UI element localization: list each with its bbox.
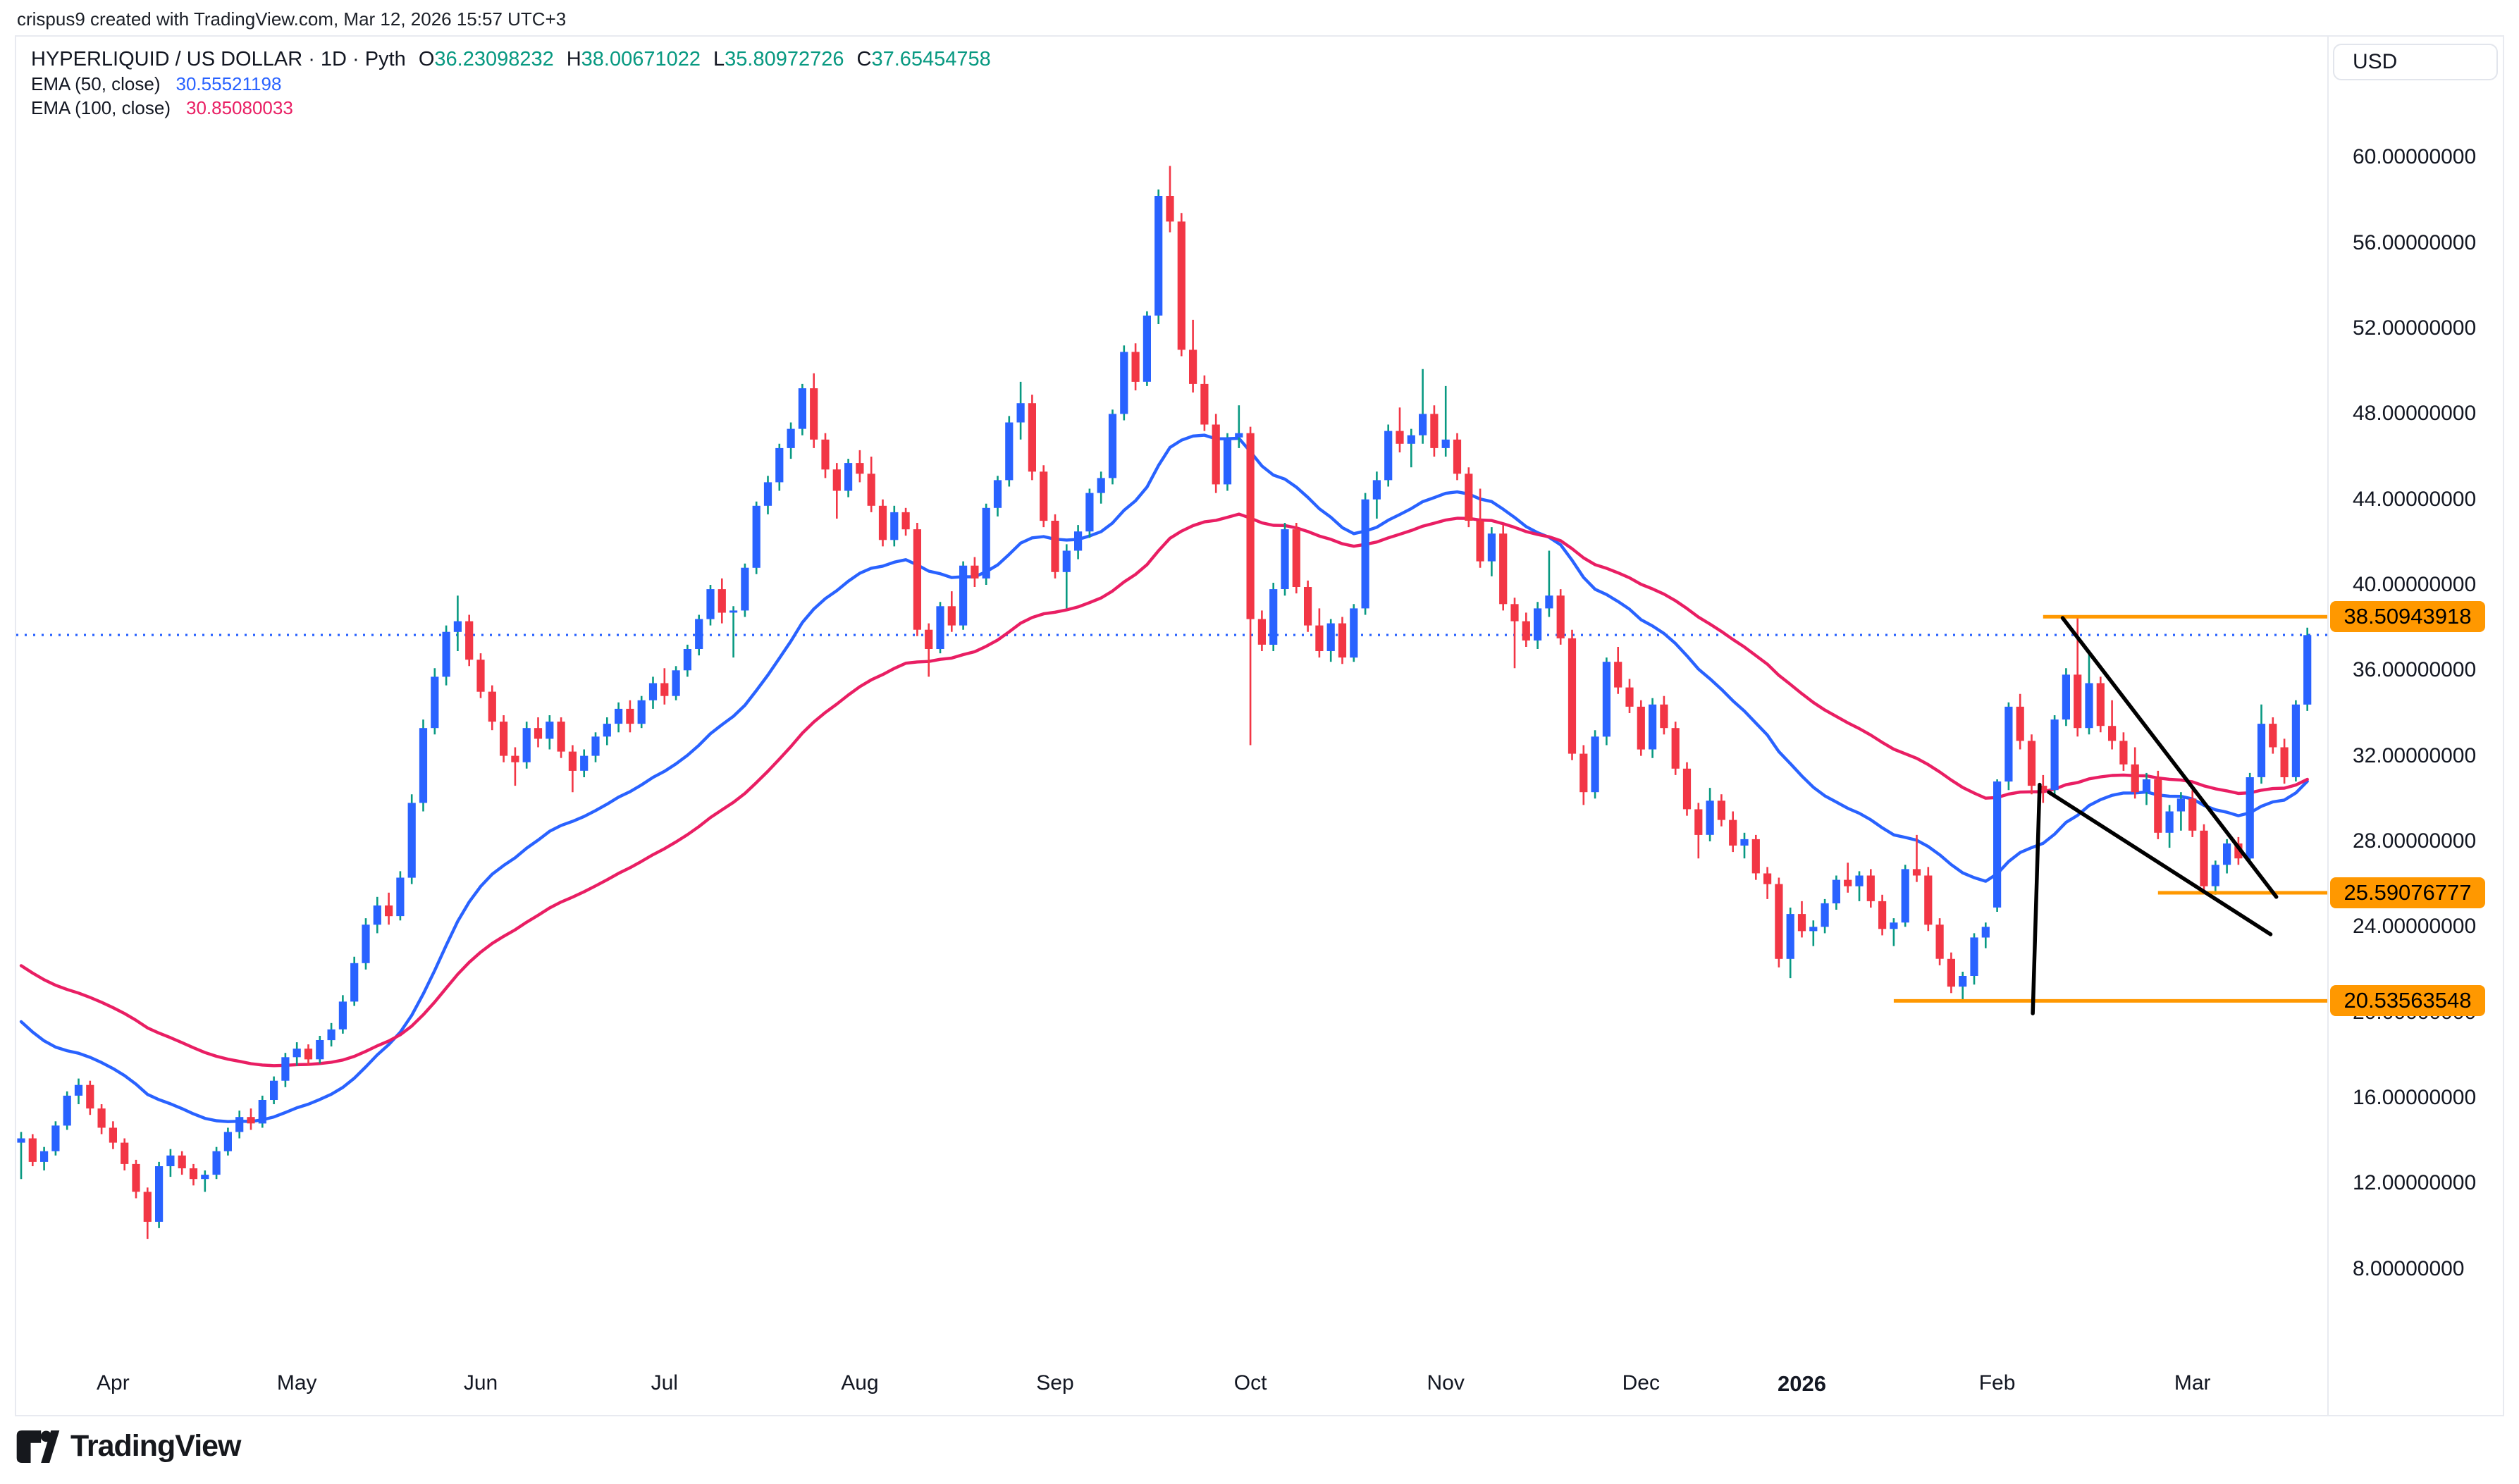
time-tick-label: Jun	[463, 1371, 498, 1395]
time-tick-label: May	[276, 1371, 317, 1395]
ohlc-open: O36.23098232	[418, 48, 554, 70]
price-tick-label: 40.00000000	[2353, 573, 2477, 596]
price-tick-label: 52.00000000	[2353, 316, 2477, 340]
time-tick-label: Jul	[651, 1371, 678, 1395]
ema100-legend-value: 30.85080033	[185, 97, 293, 118]
price-tick-label: 32.00000000	[2353, 743, 2477, 767]
tradingview-brand[interactable]: TradingView	[16, 1429, 241, 1464]
attribution-text: crispus9 created with TradingView.com, M…	[17, 8, 567, 30]
level-price-label[interactable]: 25.59076777	[2330, 877, 2485, 909]
ohlc-close: C37.65454758	[856, 48, 991, 70]
time-tick-label: Oct	[1233, 1371, 1267, 1395]
time-scale[interactable]: Apr May Jun Jul Aug Sep Oct Nov Dec 2026 Feb Mar	[15, 1367, 2327, 1399]
price-tick-label: 16.00000000	[2353, 1085, 2477, 1109]
chart-legend: HYPERLIQUID / US DOLLAR · 1D · Pyth O36.…	[31, 47, 991, 120]
price-tick-label: 36.00000000	[2353, 658, 2477, 682]
time-tick-label: Nov	[1427, 1371, 1465, 1395]
ema100-legend-label[interactable]: EMA (100, close)	[31, 97, 171, 118]
price-tick-label: 60.00000000	[2353, 145, 2477, 169]
price-tick-label: 12.00000000	[2353, 1171, 2477, 1195]
price-tick-label: 48.00000000	[2353, 402, 2477, 426]
pane-border-left	[15, 35, 16, 1416]
tradingview-logo-icon	[16, 1430, 60, 1463]
time-tick-label: Apr	[97, 1371, 130, 1395]
pane-border-bottom	[15, 1415, 2504, 1416]
time-tick-label: Mar	[2174, 1371, 2211, 1395]
price-tick-label: 44.00000000	[2353, 487, 2477, 511]
ohlc-high: H38.00671022	[566, 48, 701, 70]
time-tick-label: Aug	[841, 1371, 879, 1395]
time-tick-label: Sep	[1036, 1371, 1074, 1395]
currency-button[interactable]: USD	[2333, 44, 2498, 80]
level-price-label[interactable]: 38.50943918	[2330, 601, 2485, 633]
price-tick-label: 24.00000000	[2353, 915, 2477, 939]
tradingview-brand-text: TradingView	[70, 1429, 241, 1463]
price-tick-label: 28.00000000	[2353, 829, 2477, 853]
symbol-title[interactable]: HYPERLIQUID / US DOLLAR · 1D · Pyth	[31, 48, 406, 70]
price-axis-border	[2327, 35, 2329, 1416]
time-tick-label: Feb	[1978, 1371, 2016, 1395]
time-tick-label: 2026	[1778, 1371, 1826, 1396]
time-tick-label: Dec	[1622, 1371, 1660, 1395]
pane-border-right	[2503, 35, 2504, 1416]
ema50-legend-value: 30.55521198	[175, 73, 282, 94]
ema50-legend-label[interactable]: EMA (50, close)	[31, 73, 161, 94]
level-price-label[interactable]: 20.53563548	[2330, 985, 2485, 1017]
price-tick-label: 56.00000000	[2353, 230, 2477, 254]
price-scale[interactable]: 60.00000000 56.00000000 52.00000000 48.0000…	[2329, 35, 2518, 1415]
pane-border-top	[15, 35, 2504, 37]
ohlc-low: L35.80972726	[713, 48, 844, 70]
price-tick-label: 8.00000000	[2353, 1256, 2465, 1280]
